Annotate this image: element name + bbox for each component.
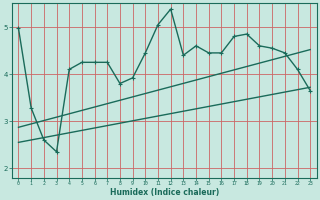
- X-axis label: Humidex (Indice chaleur): Humidex (Indice chaleur): [110, 188, 219, 197]
